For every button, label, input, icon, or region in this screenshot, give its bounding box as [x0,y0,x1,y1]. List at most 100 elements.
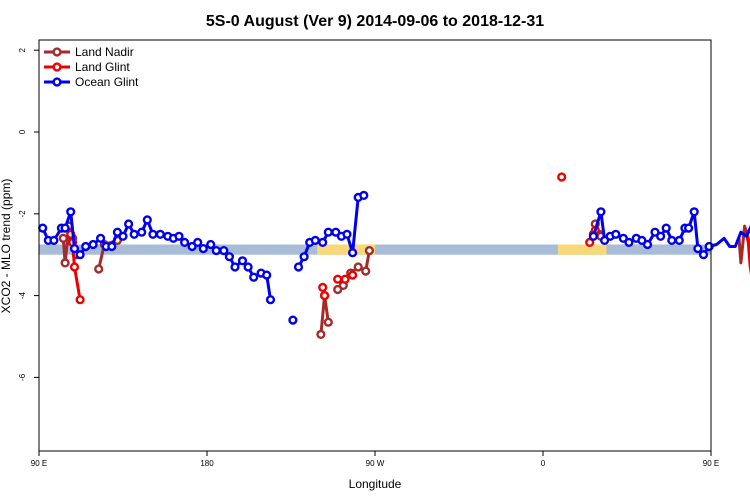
ocean-glint-point [142,215,152,225]
ocean-glint-point [611,229,621,239]
legend-label: Land Glint [75,60,130,74]
y-axis-label: XCO2 - MLO trend (ppm) [0,179,13,314]
ocean-glint-point [107,241,117,252]
chart-title: 5S-0 August (Ver 9) 2014-09-06 to 2018-1… [206,13,544,30]
ocean-glint-point [95,233,106,243]
ocean-glint-point [683,223,694,233]
y-axis: 2 0 -2 -4 -6 [18,47,39,381]
land-glint-point [333,274,343,284]
ocean-glint-point [193,237,203,248]
legend-label: Land Nadir [75,45,134,59]
ocean-glint-point [698,250,709,260]
x-tick-label: 180 [200,459,214,468]
ocean-glint-point [180,237,190,248]
land-nadir-point [364,246,375,256]
y-tick-label: -6 [18,373,27,381]
land-nadir-point [353,262,363,272]
ocean-glint-point [38,223,48,233]
y-tick-label: 0 [18,129,27,134]
x-axis: 90 E 180 90 W 0 90 E [31,451,719,468]
x-axis-label: Longitude [349,477,402,491]
land-nadir-point [94,264,104,274]
y-tick-label: -4 [18,291,27,299]
ocean-glint-point [262,270,272,280]
ocean-glint-point [689,207,699,217]
ocean-glint-point [224,252,235,262]
data-series-group [38,172,750,340]
ocean-glint-point [642,239,653,250]
ocean-glint-point [155,229,165,239]
land-nadir-point [60,258,70,268]
ocean-glint-point [148,229,158,239]
band-highlight-0 [317,244,375,255]
ocean-glint-point [674,235,684,246]
y-tick-label: -2 [18,210,27,218]
land-glint-point [69,262,80,272]
ocean-glint-point [265,295,276,305]
ocean-glint-point [66,207,76,217]
ocean-glint-point [88,239,98,250]
ocean-glint-point [667,235,677,246]
ocean-glint-point [243,262,253,272]
ocean-glint-point [624,237,634,248]
ocean-glint-point [293,262,304,272]
ocean-glint-point [359,190,369,201]
land-glint-point [348,270,358,280]
ocean-glint-point [69,244,80,254]
ocean-glint-point [655,231,666,241]
ocean-glint-point [230,262,240,272]
legend-marker [52,77,62,87]
ocean-glint-point [137,227,147,237]
ocean-glint-point [661,223,671,233]
reference-band [39,244,711,255]
legend-item-ocean-glint: Ocean Glint [44,75,139,89]
x-tick-label: 90 W [366,459,385,468]
x-tick-label: 90 E [703,459,719,468]
x-tick-label: 90 E [31,459,47,468]
ocean-glint-point [693,244,703,254]
ocean-glint-point [318,237,328,248]
land-nadir-point [361,266,371,276]
ocean-glint-point [323,227,333,237]
ocean-glint-point [198,244,208,254]
land-nadir-point [323,317,333,327]
ocean-glint-point [299,252,309,262]
x-tick-label: 0 [541,459,546,468]
land-nadir-line-2 [319,294,330,335]
ocean-glint-point [348,248,358,258]
land-glint-point [318,282,328,293]
ocean-glint-point [237,256,248,266]
land-nadir-point [316,329,326,340]
legend-label: Ocean Glint [75,75,139,89]
y-tick-label: 2 [18,47,27,52]
ocean-glint-point [249,272,259,282]
land-glint-line-5 [745,233,750,275]
legend-item-land-nadir: Land Nadir [44,45,134,59]
ocean-glint-point [49,235,59,246]
ocean-glint-point [129,229,139,239]
ocean-glint-point [206,239,216,250]
land-glint-point [320,291,330,301]
series-ocean-glint [38,190,750,325]
band-highlight-1 [557,244,607,255]
legend-item-land-glint: Land Glint [44,60,130,74]
ocean-glint-point [596,207,606,217]
ocean-glint-point [288,315,298,325]
ocean-glint-point [81,241,91,252]
ocean-glint-point [174,231,184,241]
ocean-glint-point [211,246,221,256]
land-glint-point [557,172,567,182]
legend-marker [52,47,62,57]
ocean-glint-point [124,219,134,229]
land-glint-point [75,295,85,305]
ocean-glint-point [342,229,352,239]
legend-marker [52,62,62,72]
ocean-glint-point [588,231,599,241]
series-land-nadir [58,219,750,340]
ocean-glint-point [219,246,229,256]
ocean-glint-point [310,235,320,246]
ocean-glint-point [60,223,70,233]
ocean-glint-point [75,250,85,260]
